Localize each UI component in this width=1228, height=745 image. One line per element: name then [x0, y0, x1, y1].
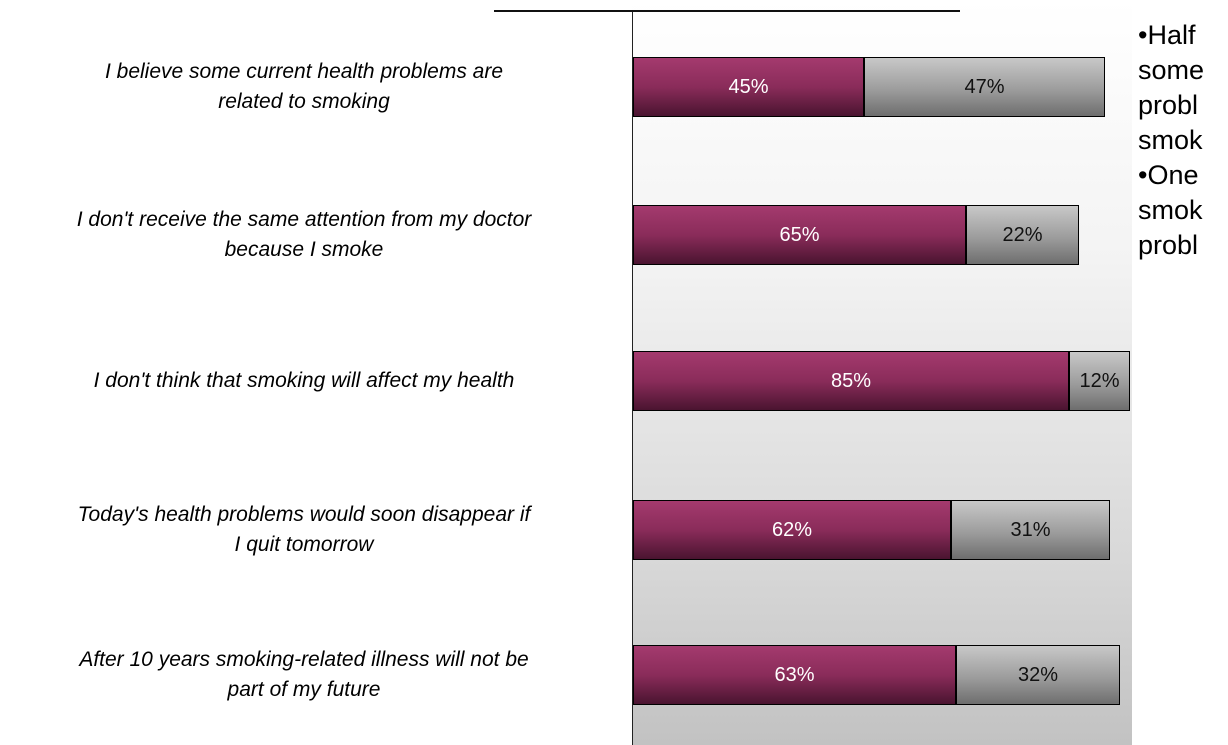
category-label: I don't receive the same attention from … [0, 205, 608, 265]
category-label-line: part of my future [227, 678, 381, 701]
bar-value-label: 12% [1079, 369, 1120, 392]
category-label: I don't think that smoking will affect m… [0, 366, 608, 396]
bar-segment-secondary: 22% [966, 205, 1079, 265]
key-findings-text: •Half some probl smok •One smok probl [1138, 18, 1228, 263]
sidebar-line: probl [1138, 90, 1199, 120]
category-label-line: I quit tomorrow [234, 533, 374, 556]
bar-segment-secondary: 32% [956, 645, 1120, 705]
sidebar-line: •One [1138, 160, 1199, 190]
category-label-line: I believe some current health problems a… [104, 60, 504, 83]
bar-value-label: 22% [1002, 223, 1043, 246]
bar-value-label: 47% [964, 75, 1005, 98]
bar-segment-secondary: 12% [1069, 351, 1130, 411]
sidebar-line: some [1138, 55, 1205, 85]
category-label-line: After 10 years smoking-related illness w… [79, 648, 529, 671]
category-label-line: because I smoke [224, 238, 384, 261]
bar-value-label: 65% [779, 223, 820, 246]
bar-value-label: 45% [728, 75, 769, 98]
category-label: After 10 years smoking-related illness w… [0, 645, 608, 705]
category-label-line: I don't receive the same attention from … [76, 208, 532, 231]
bar-segment-primary: 65% [633, 205, 966, 265]
bar-segment-primary: 45% [633, 57, 864, 117]
category-label-line: related to smoking [218, 90, 390, 113]
bar-segment-primary: 63% [633, 645, 956, 705]
bar-segment-secondary: 31% [951, 500, 1110, 560]
bar-segment-primary: 85% [633, 351, 1069, 411]
title-underline [494, 10, 960, 12]
bar-value-label: 32% [1017, 663, 1059, 686]
bar-value-label: 85% [830, 369, 872, 392]
sidebar-line: •Half [1138, 20, 1196, 50]
category-label-line: Today's health problems would soon disap… [77, 503, 531, 526]
sidebar-line: smok [1138, 125, 1203, 155]
bar-value-label: 31% [1010, 518, 1051, 541]
bar-value-label: 62% [771, 518, 813, 541]
bar-segment-primary: 62% [633, 500, 951, 560]
sidebar-line: smok [1138, 195, 1203, 225]
bar-segment-secondary: 47% [864, 57, 1105, 117]
category-label-line: I don't think that smoking will affect m… [93, 369, 515, 392]
category-label: I believe some current health problems a… [0, 57, 608, 117]
bar-value-label: 63% [774, 663, 815, 686]
sidebar-line: probl [1138, 230, 1199, 260]
category-label: Today's health problems would soon disap… [0, 500, 608, 560]
category-axis-line [632, 12, 633, 745]
